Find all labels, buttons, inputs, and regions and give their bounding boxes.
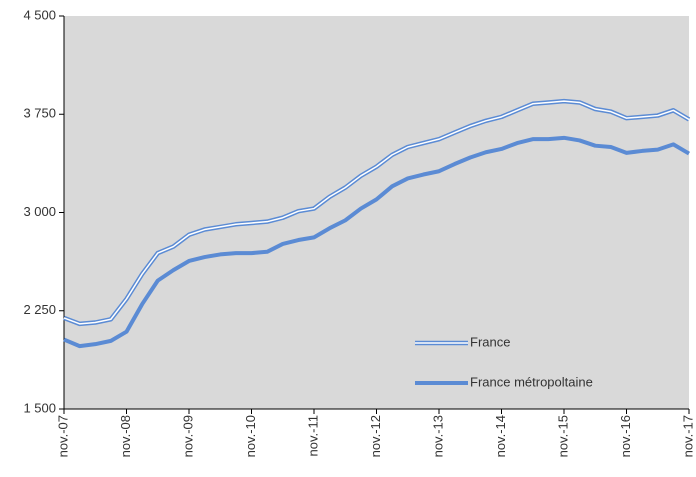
x-tick-label: nov.-14 [493, 415, 508, 457]
x-tick-label: nov.-07 [55, 415, 70, 457]
x-tick-label: nov.-16 [618, 415, 633, 457]
x-tick-label: nov.-12 [368, 415, 383, 457]
y-tick-label: 4 500 [23, 7, 56, 22]
legend-label: France métropoltaine [470, 374, 593, 389]
x-tick-label: nov.-11 [305, 415, 320, 456]
y-tick-label: 1 500 [23, 400, 56, 415]
y-tick-label: 3 750 [23, 106, 56, 121]
legend-label: France [470, 334, 510, 349]
x-tick-label: nov.-09 [180, 415, 195, 457]
x-tick-label: nov.-13 [430, 415, 445, 457]
plot-area [64, 16, 689, 409]
series-line [63, 135, 691, 349]
y-tick-label: 2 250 [23, 302, 56, 317]
series-line-inner [63, 100, 690, 325]
y-tick-label: 3 000 [23, 204, 56, 219]
x-tick-label: nov.-15 [555, 415, 570, 457]
x-tick-label: nov.-08 [118, 415, 133, 457]
x-tick-label: nov.-10 [243, 415, 258, 457]
x-tick-label: nov.-17 [680, 415, 695, 457]
